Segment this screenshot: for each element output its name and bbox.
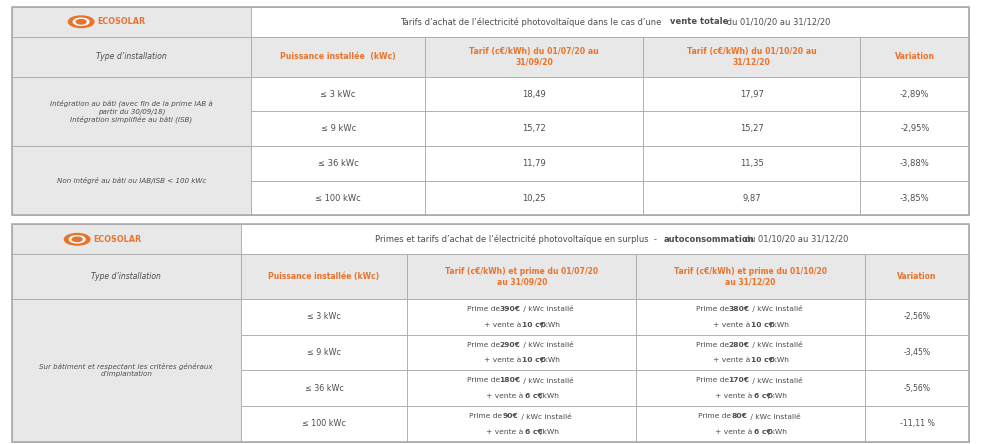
Text: 10 c€: 10 c€: [750, 357, 774, 363]
Bar: [425, 77, 643, 111]
Text: ≤ 3 kWc: ≤ 3 kWc: [321, 90, 356, 99]
Text: 170€: 170€: [729, 377, 749, 383]
Text: Prime de: Prime de: [697, 413, 734, 419]
Text: -2,89%: -2,89%: [901, 90, 930, 99]
Text: 280€: 280€: [729, 341, 749, 348]
Text: 90€: 90€: [502, 413, 518, 419]
Text: 6 c€: 6 c€: [753, 429, 771, 435]
Text: Prime de: Prime de: [469, 413, 504, 419]
Bar: [240, 370, 407, 406]
Text: 11,35: 11,35: [740, 159, 763, 168]
Text: -2,95%: -2,95%: [901, 124, 930, 133]
Bar: [12, 224, 240, 254]
Text: + vente à: + vente à: [485, 321, 524, 328]
Text: Sur bâtiment et respectant les critères généraux
d’implantation: Sur bâtiment et respectant les critères …: [39, 363, 213, 377]
Text: 15,72: 15,72: [522, 124, 545, 133]
Text: 6 c€: 6 c€: [525, 393, 542, 399]
Text: + vente à: + vente à: [713, 321, 753, 328]
Text: Prime de: Prime de: [467, 306, 502, 312]
Bar: [643, 146, 860, 181]
Bar: [425, 181, 643, 215]
Bar: [12, 37, 251, 77]
Text: 10 c€: 10 c€: [750, 321, 774, 328]
Bar: [865, 370, 969, 406]
Bar: [865, 335, 969, 370]
Text: /kWh: /kWh: [542, 357, 560, 363]
Bar: [643, 77, 860, 111]
Bar: [860, 77, 969, 111]
Bar: [251, 77, 425, 111]
Text: /kWh: /kWh: [768, 429, 788, 435]
Text: du 01/10/20 au 31/12/20: du 01/10/20 au 31/12/20: [724, 17, 830, 26]
Text: Prime de: Prime de: [696, 306, 732, 312]
Text: 380€: 380€: [729, 306, 749, 312]
Text: Non intégré au bâti ou IAB/ISB < 100 kWc: Non intégré au bâti ou IAB/ISB < 100 kWc: [57, 177, 206, 184]
Bar: [425, 111, 643, 146]
Bar: [637, 406, 865, 442]
Text: + vente à: + vente à: [715, 393, 755, 399]
Bar: [12, 146, 251, 215]
Text: /kWh: /kWh: [540, 429, 558, 435]
Text: / kWc installé: / kWc installé: [521, 377, 574, 384]
Text: -3,45%: -3,45%: [904, 348, 931, 357]
Text: / kWc installé: / kWc installé: [521, 305, 574, 312]
Text: Tarif (c€/kWh) du 01/10/20 au
31/12/20: Tarif (c€/kWh) du 01/10/20 au 31/12/20: [687, 47, 816, 67]
Bar: [425, 146, 643, 181]
Text: / kWc installé: / kWc installé: [521, 341, 574, 348]
Circle shape: [70, 236, 85, 243]
Text: 11,79: 11,79: [522, 159, 545, 168]
Bar: [251, 37, 425, 77]
Text: /kWh: /kWh: [542, 321, 560, 328]
Text: 390€: 390€: [499, 306, 521, 312]
Bar: [643, 181, 860, 215]
Text: ≤ 3 kWc: ≤ 3 kWc: [307, 312, 341, 321]
Bar: [865, 406, 969, 442]
Text: Primes et tarifs d’achat de l’électricité photovoltaïque en surplus  -: Primes et tarifs d’achat de l’électricit…: [375, 234, 662, 244]
Text: autoconsommation: autoconsommation: [664, 235, 754, 244]
Text: / kWc installé: / kWc installé: [749, 377, 802, 384]
Bar: [240, 254, 407, 299]
Text: 290€: 290€: [499, 341, 521, 348]
Text: / kWc installé: / kWc installé: [749, 341, 802, 348]
Text: ≤ 100 kWc: ≤ 100 kWc: [302, 420, 346, 428]
Text: 10 c€: 10 c€: [522, 321, 544, 328]
Bar: [860, 181, 969, 215]
Bar: [407, 299, 637, 335]
Text: Prime de: Prime de: [696, 341, 732, 348]
Bar: [425, 37, 643, 77]
Bar: [240, 299, 407, 335]
Text: ≤ 36 kWc: ≤ 36 kWc: [304, 384, 343, 392]
Text: Tarif (c€/kWh) et prime du 01/10/20
au 31/12/20: Tarif (c€/kWh) et prime du 01/10/20 au 3…: [674, 267, 827, 286]
Bar: [407, 335, 637, 370]
Bar: [637, 370, 865, 406]
Bar: [865, 299, 969, 335]
Text: Puissance installée (kWc): Puissance installée (kWc): [269, 272, 380, 281]
Text: Intégration au bâti (avec fin de la prime IAB à
partir du 30/09/18)
Intégration : Intégration au bâti (avec fin de la prim…: [50, 99, 213, 123]
Bar: [240, 224, 969, 254]
Bar: [643, 37, 860, 77]
Bar: [407, 406, 637, 442]
Text: Tarif (c€/kWh) et prime du 01/07/20
au 31/09/20: Tarif (c€/kWh) et prime du 01/07/20 au 3…: [445, 267, 598, 286]
Text: 6 c€: 6 c€: [525, 429, 542, 435]
Text: + vente à: + vente à: [487, 393, 526, 399]
Bar: [12, 224, 969, 442]
Text: + vente à: + vente à: [715, 429, 755, 435]
Text: Prime de: Prime de: [467, 341, 502, 348]
Bar: [643, 111, 860, 146]
Text: Tarif (c€/kWh) du 01/07/20 au
31/09/20: Tarif (c€/kWh) du 01/07/20 au 31/09/20: [469, 47, 598, 67]
Bar: [865, 254, 969, 299]
Text: /kWh: /kWh: [770, 321, 790, 328]
Circle shape: [73, 237, 82, 242]
Text: -11,11 %: -11,11 %: [900, 420, 935, 428]
Text: 10 c€: 10 c€: [522, 357, 544, 363]
Bar: [12, 7, 251, 37]
Circle shape: [69, 16, 94, 28]
Text: Type d’installation: Type d’installation: [91, 272, 161, 281]
Text: + vente à: + vente à: [713, 357, 753, 363]
Bar: [12, 254, 240, 299]
Text: Variation: Variation: [895, 52, 935, 61]
Text: 18,49: 18,49: [522, 90, 545, 99]
Text: Type d’installation: Type d’installation: [96, 52, 167, 61]
Bar: [12, 299, 240, 442]
Bar: [240, 335, 407, 370]
